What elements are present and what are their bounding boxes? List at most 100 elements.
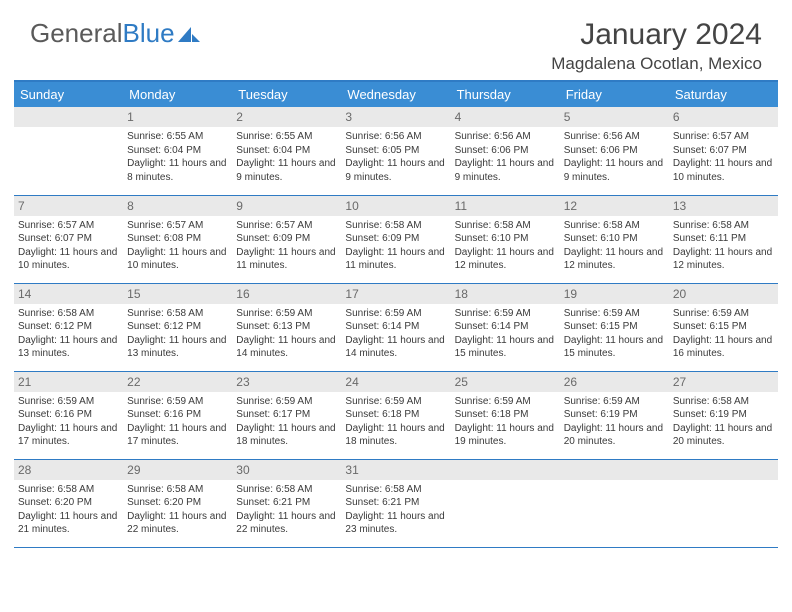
sunset-line: Sunset: 6:11 PM — [673, 232, 774, 246]
day-number: 30 — [232, 460, 341, 480]
calendar-day-cell — [669, 459, 778, 547]
weekday-header: Thursday — [451, 81, 560, 107]
day-number: 4 — [451, 107, 560, 127]
day-number: 18 — [451, 284, 560, 304]
daylight-line: Daylight: 11 hours and 20 minutes. — [673, 422, 774, 449]
brand-part1: General — [30, 18, 123, 49]
calendar-day-cell — [560, 459, 669, 547]
calendar-day-cell: 24Sunrise: 6:59 AMSunset: 6:18 PMDayligh… — [341, 371, 450, 459]
daynum-empty — [14, 107, 123, 127]
sunset-line: Sunset: 6:15 PM — [673, 320, 774, 334]
sunset-line: Sunset: 6:12 PM — [18, 320, 119, 334]
sunrise-line: Sunrise: 6:58 AM — [236, 483, 337, 497]
brand-part2: Blue — [123, 18, 175, 49]
day-number: 6 — [669, 107, 778, 127]
sunrise-line: Sunrise: 6:58 AM — [564, 219, 665, 233]
daylight-line: Daylight: 11 hours and 13 minutes. — [18, 334, 119, 361]
sunset-line: Sunset: 6:06 PM — [564, 144, 665, 158]
day-number: 5 — [560, 107, 669, 127]
daylight-line: Daylight: 11 hours and 14 minutes. — [345, 334, 446, 361]
day-number: 7 — [14, 196, 123, 216]
calendar-day-cell: 7Sunrise: 6:57 AMSunset: 6:07 PMDaylight… — [14, 195, 123, 283]
sunset-line: Sunset: 6:19 PM — [673, 408, 774, 422]
sunrise-line: Sunrise: 6:58 AM — [127, 307, 228, 321]
calendar-day-cell: 2Sunrise: 6:55 AMSunset: 6:04 PMDaylight… — [232, 107, 341, 195]
daylight-line: Daylight: 11 hours and 12 minutes. — [564, 246, 665, 273]
sunrise-line: Sunrise: 6:58 AM — [345, 483, 446, 497]
day-number: 19 — [560, 284, 669, 304]
sunset-line: Sunset: 6:15 PM — [564, 320, 665, 334]
daylight-line: Daylight: 11 hours and 16 minutes. — [673, 334, 774, 361]
daylight-line: Daylight: 11 hours and 15 minutes. — [455, 334, 556, 361]
daylight-line: Daylight: 11 hours and 20 minutes. — [564, 422, 665, 449]
day-number: 10 — [341, 196, 450, 216]
daylight-line: Daylight: 11 hours and 8 minutes. — [127, 157, 228, 184]
sunrise-line: Sunrise: 6:59 AM — [673, 307, 774, 321]
weekday-row: SundayMondayTuesdayWednesdayThursdayFrid… — [14, 81, 778, 107]
daynum-empty — [560, 460, 669, 480]
day-number: 31 — [341, 460, 450, 480]
calendar-day-cell: 4Sunrise: 6:56 AMSunset: 6:06 PMDaylight… — [451, 107, 560, 195]
day-number: 3 — [341, 107, 450, 127]
daylight-line: Daylight: 11 hours and 11 minutes. — [345, 246, 446, 273]
weekday-header: Sunday — [14, 81, 123, 107]
calendar-day-cell: 20Sunrise: 6:59 AMSunset: 6:15 PMDayligh… — [669, 283, 778, 371]
sunset-line: Sunset: 6:16 PM — [127, 408, 228, 422]
weekday-header: Monday — [123, 81, 232, 107]
calendar-day-cell: 10Sunrise: 6:58 AMSunset: 6:09 PMDayligh… — [341, 195, 450, 283]
calendar-week-row: 28Sunrise: 6:58 AMSunset: 6:20 PMDayligh… — [14, 459, 778, 547]
daylight-line: Daylight: 11 hours and 9 minutes. — [564, 157, 665, 184]
sunrise-line: Sunrise: 6:59 AM — [345, 307, 446, 321]
daylight-line: Daylight: 11 hours and 17 minutes. — [127, 422, 228, 449]
day-number: 27 — [669, 372, 778, 392]
calendar-day-cell: 14Sunrise: 6:58 AMSunset: 6:12 PMDayligh… — [14, 283, 123, 371]
calendar-day-cell: 31Sunrise: 6:58 AMSunset: 6:21 PMDayligh… — [341, 459, 450, 547]
sail-icon — [178, 24, 200, 44]
title-block: January 2024 Magdalena Ocotlan, Mexico — [551, 18, 762, 74]
sunset-line: Sunset: 6:16 PM — [18, 408, 119, 422]
calendar-day-cell: 29Sunrise: 6:58 AMSunset: 6:20 PMDayligh… — [123, 459, 232, 547]
weekday-header: Saturday — [669, 81, 778, 107]
calendar-day-cell: 21Sunrise: 6:59 AMSunset: 6:16 PMDayligh… — [14, 371, 123, 459]
daylight-line: Daylight: 11 hours and 10 minutes. — [18, 246, 119, 273]
sunrise-line: Sunrise: 6:59 AM — [236, 395, 337, 409]
sunrise-line: Sunrise: 6:59 AM — [455, 395, 556, 409]
daylight-line: Daylight: 11 hours and 23 minutes. — [345, 510, 446, 537]
day-number: 8 — [123, 196, 232, 216]
calendar-day-cell: 18Sunrise: 6:59 AMSunset: 6:14 PMDayligh… — [451, 283, 560, 371]
sunset-line: Sunset: 6:07 PM — [673, 144, 774, 158]
calendar-week-row: 7Sunrise: 6:57 AMSunset: 6:07 PMDaylight… — [14, 195, 778, 283]
calendar-day-cell: 13Sunrise: 6:58 AMSunset: 6:11 PMDayligh… — [669, 195, 778, 283]
day-number: 21 — [14, 372, 123, 392]
sunset-line: Sunset: 6:10 PM — [564, 232, 665, 246]
day-number: 11 — [451, 196, 560, 216]
sunset-line: Sunset: 6:05 PM — [345, 144, 446, 158]
daylight-line: Daylight: 11 hours and 19 minutes. — [455, 422, 556, 449]
weekday-header: Tuesday — [232, 81, 341, 107]
sunset-line: Sunset: 6:10 PM — [455, 232, 556, 246]
day-number: 15 — [123, 284, 232, 304]
daylight-line: Daylight: 11 hours and 18 minutes. — [345, 422, 446, 449]
daylight-line: Daylight: 11 hours and 10 minutes. — [673, 157, 774, 184]
sunrise-line: Sunrise: 6:57 AM — [127, 219, 228, 233]
calendar-day-cell: 22Sunrise: 6:59 AMSunset: 6:16 PMDayligh… — [123, 371, 232, 459]
sunrise-line: Sunrise: 6:59 AM — [455, 307, 556, 321]
sunrise-line: Sunrise: 6:57 AM — [18, 219, 119, 233]
calendar-day-cell: 19Sunrise: 6:59 AMSunset: 6:15 PMDayligh… — [560, 283, 669, 371]
calendar-day-cell — [14, 107, 123, 195]
day-number: 16 — [232, 284, 341, 304]
calendar-day-cell: 17Sunrise: 6:59 AMSunset: 6:14 PMDayligh… — [341, 283, 450, 371]
brand-logo: GeneralBlue — [30, 18, 200, 49]
calendar-day-cell: 15Sunrise: 6:58 AMSunset: 6:12 PMDayligh… — [123, 283, 232, 371]
calendar-week-row: 21Sunrise: 6:59 AMSunset: 6:16 PMDayligh… — [14, 371, 778, 459]
sunset-line: Sunset: 6:09 PM — [236, 232, 337, 246]
sunrise-line: Sunrise: 6:59 AM — [236, 307, 337, 321]
sunrise-line: Sunrise: 6:56 AM — [345, 130, 446, 144]
calendar-day-cell: 6Sunrise: 6:57 AMSunset: 6:07 PMDaylight… — [669, 107, 778, 195]
sunset-line: Sunset: 6:13 PM — [236, 320, 337, 334]
sunset-line: Sunset: 6:19 PM — [564, 408, 665, 422]
calendar-week-row: 14Sunrise: 6:58 AMSunset: 6:12 PMDayligh… — [14, 283, 778, 371]
sunrise-line: Sunrise: 6:59 AM — [345, 395, 446, 409]
sunrise-line: Sunrise: 6:58 AM — [455, 219, 556, 233]
calendar-head: SundayMondayTuesdayWednesdayThursdayFrid… — [14, 81, 778, 107]
